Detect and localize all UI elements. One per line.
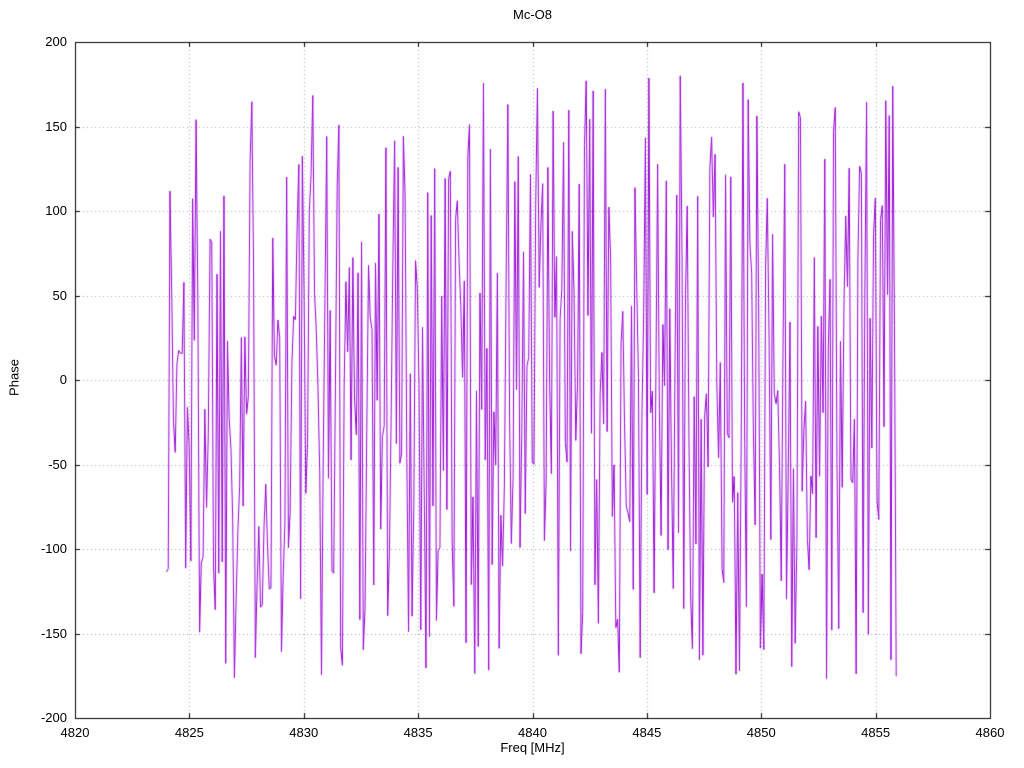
y-tick-label: -200: [40, 710, 67, 725]
x-tick-label: 4850: [746, 725, 776, 740]
y-tick-label: 150: [45, 118, 67, 134]
x-axis-label: Freq [MHz]: [500, 740, 565, 755]
x-tick-label: 4855: [861, 725, 891, 740]
y-tick-label: -150: [40, 625, 67, 641]
y-tick-label: 200: [45, 34, 67, 49]
chart-title: Mc-O8: [513, 7, 552, 22]
x-tick-label: 4845: [632, 725, 662, 740]
x-tick-label: 4830: [289, 725, 319, 740]
y-tick-label: 100: [45, 203, 67, 218]
x-tick-label: 4820: [60, 725, 90, 740]
x-tick-label: 4840: [518, 725, 547, 740]
y-tick-label: 50: [52, 287, 67, 303]
x-tick-label: 4825: [174, 725, 204, 740]
y-tick-label: -100: [40, 541, 67, 556]
y-tick-label: 0: [59, 372, 67, 387]
y-tick-label: -50: [48, 456, 67, 472]
x-tick-label: 4860: [975, 725, 1005, 740]
x-tick-label: 4835: [403, 725, 433, 740]
